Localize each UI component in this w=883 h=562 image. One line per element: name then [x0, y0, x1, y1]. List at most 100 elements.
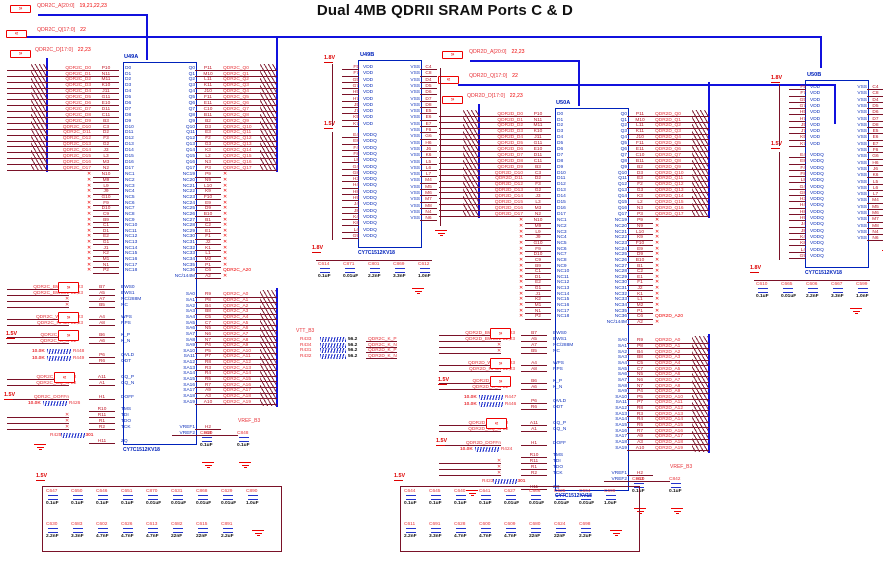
pin-row: G9 VDDQ [342, 233, 395, 240]
vref-wire [172, 435, 238, 436]
pin-row: F8 VDDQ [789, 171, 842, 178]
pin-row: H11 ZQ [439, 484, 593, 490]
pin-row: Q10 D3 QDR2C_Q10 [145, 124, 277, 130]
pin-number: G1 [525, 286, 551, 292]
pin-name: SA15 [615, 423, 627, 429]
pin-row: QDR2C_DOFFn H1 DOFF [7, 394, 161, 400]
capacitor-icon [395, 268, 405, 273]
pin-number: D2 [93, 130, 119, 136]
net-label: QDR2C_D14 [7, 148, 93, 154]
capacitor-icon [223, 528, 233, 533]
capacitor-icon [345, 268, 355, 273]
pin-number: E5 [420, 109, 437, 115]
pin-name: NC [121, 302, 128, 308]
pin-number: P6 [521, 398, 547, 404]
pin-name: SA9 [617, 389, 627, 395]
bus-label-q: QDR2D_Q[17:0] 22 [469, 73, 518, 79]
net-label: QDR2D_D9 [439, 164, 525, 170]
pin-row: P6 QVLD [7, 352, 161, 358]
net-or-nc: ✕ [223, 234, 228, 240]
pin-name: VSS [857, 135, 867, 141]
pin-row: R6 ODT [439, 404, 593, 410]
resistor-value: 301 [85, 433, 94, 438]
pin-number: A4 [521, 360, 547, 366]
pin-row: ✕ B9 NC9 [7, 217, 161, 223]
pin-row: NC32 K1 ✕ [145, 245, 277, 251]
pin-number: J5 [342, 102, 359, 109]
pin-name: D1 [125, 71, 132, 77]
pin-row: H9 VDDQ [342, 195, 395, 202]
pin-name: SA14 [615, 417, 627, 423]
pin-name: NC14 [125, 245, 138, 251]
bus-port-q-icon [438, 76, 459, 84]
pin-name: NC11 [557, 274, 569, 280]
vddq-rail [332, 132, 334, 240]
pin-name: SA18 [183, 393, 195, 399]
cap-refdes: C691 [429, 522, 441, 527]
cap-value: 0.01uF [504, 500, 520, 506]
pin-row: VSS H6 [388, 140, 437, 146]
pin-row: G4 VDDQ [342, 163, 395, 170]
pin-name: SA13 [183, 365, 195, 371]
qdr2-port-c-section: QDR2C_A[20:0]19,21,22,23 QDR2C_Q[17:0]22… [4, 2, 349, 482]
pin-name: NC29 [182, 228, 195, 234]
resistor-icon [320, 348, 346, 354]
pin-number: H2 [195, 424, 221, 430]
capacitor-icon [406, 528, 416, 533]
pin-number: B3 [525, 164, 551, 170]
capacitor-icon [581, 528, 591, 533]
pin-name: D4 [125, 89, 132, 95]
pin-number: H5 [789, 110, 806, 116]
pin-number: N6 [627, 377, 653, 384]
pin-row: J4 VDDQ [789, 221, 842, 228]
pin-name: Q14 [617, 194, 627, 200]
pin-name: NC19 [614, 218, 627, 224]
power-rail-label: 1.8V [771, 75, 783, 81]
pin-row: H8 VDDQ [789, 209, 842, 215]
pin-row: NC23 F10 ✕ [577, 241, 709, 247]
pin-row: NC28 C2 ✕ [145, 223, 277, 229]
capacitor-icon [671, 483, 681, 488]
pin-name: NC/288M [121, 296, 142, 302]
pin-number: J3 [93, 148, 119, 154]
resistor-value: 301 [517, 479, 526, 484]
power-rail-label: 1.5V [394, 473, 406, 479]
pin-row: ✕ R11 TDI [439, 458, 593, 464]
pin-row: L4 VDDQ [342, 226, 395, 233]
pin-number: L11 [195, 77, 221, 83]
bus-line-q-vert [708, 82, 710, 218]
pin-name: NC22 [614, 235, 627, 241]
bus-port-q-icon [6, 30, 27, 38]
pin-row: E8 VDDQ [342, 138, 395, 145]
cap-value: 0.1uF [756, 293, 769, 299]
net-or-nc: ✕ [655, 291, 660, 297]
pin-name: NC4 [125, 189, 135, 195]
pin-number: B8 [195, 309, 221, 315]
bulk-cap: C611 2.2nF [404, 522, 429, 539]
resistor-value: 56.2 [348, 337, 358, 343]
pin-row: QDR2D_D14 J3 D14 [439, 193, 593, 200]
pin-row: NC30 F1 ✕ [145, 234, 277, 240]
net-or-nc: ✕ [223, 273, 228, 279]
pin-number: K6 [420, 153, 437, 159]
pin-name: VSS [410, 90, 420, 96]
pin-number: J6 [867, 166, 883, 173]
pin-name: VDD [363, 90, 374, 96]
chip-refdes: U49A [124, 54, 139, 60]
net-label: QDR2C_Q15 [221, 154, 277, 160]
pin-number: N3 [195, 159, 221, 166]
cap-refdes: C645 [429, 489, 441, 494]
bulk-cap: C625 0.01uF [554, 489, 579, 506]
net-or-nc: ✕ [223, 262, 228, 268]
vtt-termination-block: VTT_B3 R433 56.2 QDR2C_K_P R434 56.2 QDR2C_K_… [296, 328, 436, 368]
pin-row: H4 VDDQ [789, 202, 842, 209]
pin-number: K9 [195, 189, 221, 195]
pin-row: ✕ R1 TDO [439, 464, 593, 470]
pin-name: D15 [125, 154, 134, 160]
pin-row: ✕ J9 NC4 [439, 235, 593, 241]
vdd-pins: F5 VDD F7 VDD G5 VDD G7 VDD H5 VDD H7 VDD J5 VDD J7 VDD… [789, 84, 842, 147]
cap-refdes: C640 [454, 489, 466, 494]
pin-row: NC20 N9 ✕ [145, 178, 277, 184]
pin-number: K8 [789, 241, 806, 247]
net-label: QDR2D_D6 [439, 147, 525, 153]
